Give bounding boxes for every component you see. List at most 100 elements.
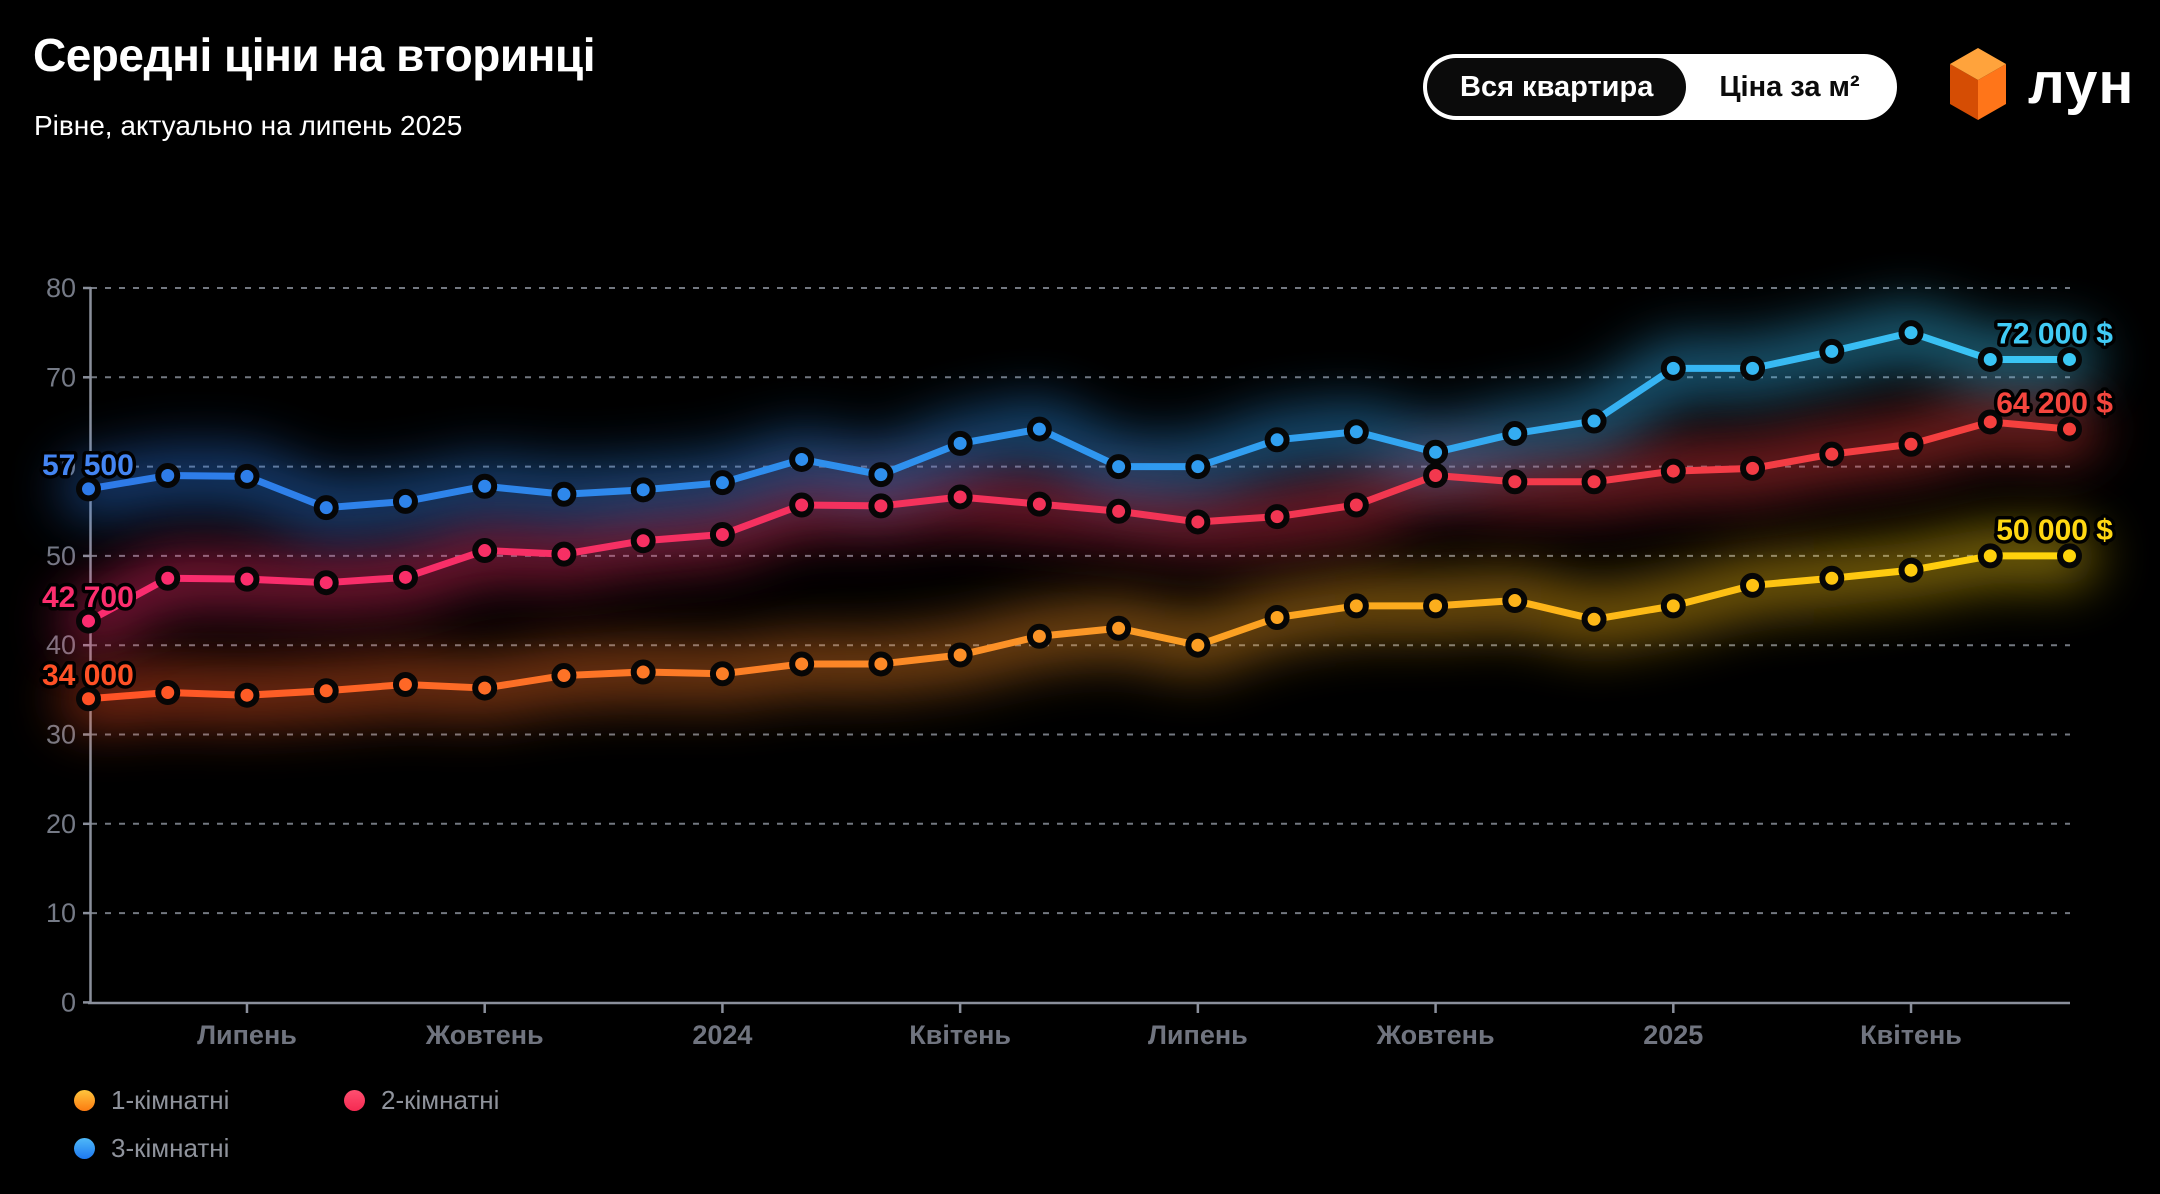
data-point: [1581, 408, 1607, 434]
legend-label: 3-кімнатні: [111, 1133, 230, 1163]
data-point: [868, 651, 894, 677]
end-value-label: 72 000 $: [1996, 317, 2113, 350]
chart-legend: 1-кімнатні 2-кімнатні 3-кімнатні: [74, 1081, 499, 1168]
start-value-label: 57 500: [42, 449, 134, 482]
svg-text:Жовтень: Жовтень: [425, 1020, 544, 1050]
svg-text:0: 0: [61, 987, 76, 1017]
data-point: [1185, 632, 1211, 658]
data-point: [392, 671, 418, 697]
svg-text:70: 70: [46, 362, 76, 392]
data-point: [1423, 463, 1449, 489]
data-point: [1264, 504, 1290, 530]
series-line-1: [85, 552, 2073, 703]
x-tick-labels: Липень Жовтень 2024 Квітень Липень Жовтень 202…: [197, 1003, 1962, 1050]
legend-dot-3-room-icon: [74, 1138, 95, 1159]
data-point: [1423, 439, 1449, 465]
data-point: [1264, 605, 1290, 631]
series-line-2: [85, 418, 2073, 625]
svg-text:Липень: Липень: [1148, 1020, 1248, 1050]
data-point: [709, 521, 735, 547]
data-point: [76, 476, 101, 502]
page-subtitle: Рівне, актуально на липень 2025: [34, 110, 463, 141]
data-point: [472, 675, 498, 701]
data-point: [1581, 606, 1607, 632]
lun-logo: лун: [1948, 46, 2134, 122]
data-point: [472, 473, 498, 499]
legend-dot-1-room-icon: [74, 1090, 95, 1111]
value-labels: 34 000 50 000 $ 42 700 64 200 $ 57 500 72 000…: [39, 314, 2117, 695]
data-point: [1502, 588, 1528, 614]
data-point: [155, 463, 181, 489]
data-point: [2057, 346, 2082, 372]
data-point: [551, 481, 577, 507]
data-point: [392, 564, 418, 590]
svg-text:50: 50: [46, 541, 76, 571]
data-point: [551, 541, 577, 567]
data-point: [1185, 454, 1211, 480]
data-point: [1343, 593, 1369, 619]
svg-text:2024: 2024: [692, 1020, 752, 1050]
data-point: [947, 484, 973, 510]
toggle-option-whole-apartment[interactable]: Вся квартира: [1427, 58, 1687, 116]
data-point: [1423, 593, 1449, 619]
data-point: [472, 538, 498, 564]
data-point: [1898, 320, 1924, 346]
data-point: [868, 493, 894, 519]
data-point: [947, 430, 973, 456]
view-toggle: Вся квартира Ціна за м²: [1423, 54, 1897, 120]
data-point: [2057, 543, 2082, 569]
data-point: [1819, 441, 1845, 467]
data-point: [313, 570, 339, 596]
data-point: [1502, 421, 1528, 447]
legend-item-3-room: 3-кімнатні: [74, 1129, 344, 1168]
svg-text:80: 80: [46, 273, 76, 303]
svg-text:Квітень: Квітень: [909, 1020, 1011, 1050]
start-value-label: 34 000: [42, 659, 134, 692]
data-point: [1343, 419, 1369, 445]
data-point: [1343, 492, 1369, 518]
series-dots-2[interactable]: [76, 409, 2082, 634]
data-point: [868, 462, 894, 488]
data-point: [1106, 454, 1132, 480]
data-point: [1819, 338, 1845, 364]
data-point: [313, 495, 339, 521]
data-point: [1026, 623, 1052, 649]
svg-text:30: 30: [46, 720, 76, 750]
data-point: [313, 678, 339, 704]
series-dots-3[interactable]: [76, 320, 2082, 521]
data-point: [789, 651, 815, 677]
data-point: [1185, 509, 1211, 535]
data-point: [234, 463, 260, 489]
data-point: [709, 470, 735, 496]
data-point: [1898, 557, 1924, 583]
data-point: [1106, 498, 1132, 524]
data-point: [234, 566, 260, 592]
data-point: [1660, 458, 1686, 484]
data-point: [1819, 565, 1845, 591]
data-point: [76, 608, 101, 634]
data-point: [1502, 469, 1528, 495]
data-point: [630, 528, 656, 554]
data-point: [789, 492, 815, 518]
data-point: [1581, 469, 1607, 495]
legend-label: 1-кімнатні: [111, 1085, 230, 1115]
svg-text:20: 20: [46, 809, 76, 839]
data-point: [1264, 427, 1290, 453]
data-point: [789, 446, 815, 472]
data-point: [1660, 593, 1686, 619]
svg-text:2025: 2025: [1643, 1020, 1703, 1050]
legend-dot-2-room-icon: [344, 1090, 365, 1111]
end-value-label: 64 200 $: [1996, 387, 2113, 420]
data-point: [234, 682, 260, 708]
data-point: [1026, 491, 1052, 517]
data-point: [630, 477, 656, 503]
toggle-option-price-per-m2[interactable]: Ціна за м²: [1719, 70, 1860, 103]
series-dots-1[interactable]: [76, 543, 2082, 712]
svg-text:Квітень: Квітень: [1860, 1020, 1962, 1050]
start-value-label: 42 700: [42, 581, 134, 614]
series-line-3: [85, 329, 2073, 512]
data-point: [1898, 431, 1924, 457]
